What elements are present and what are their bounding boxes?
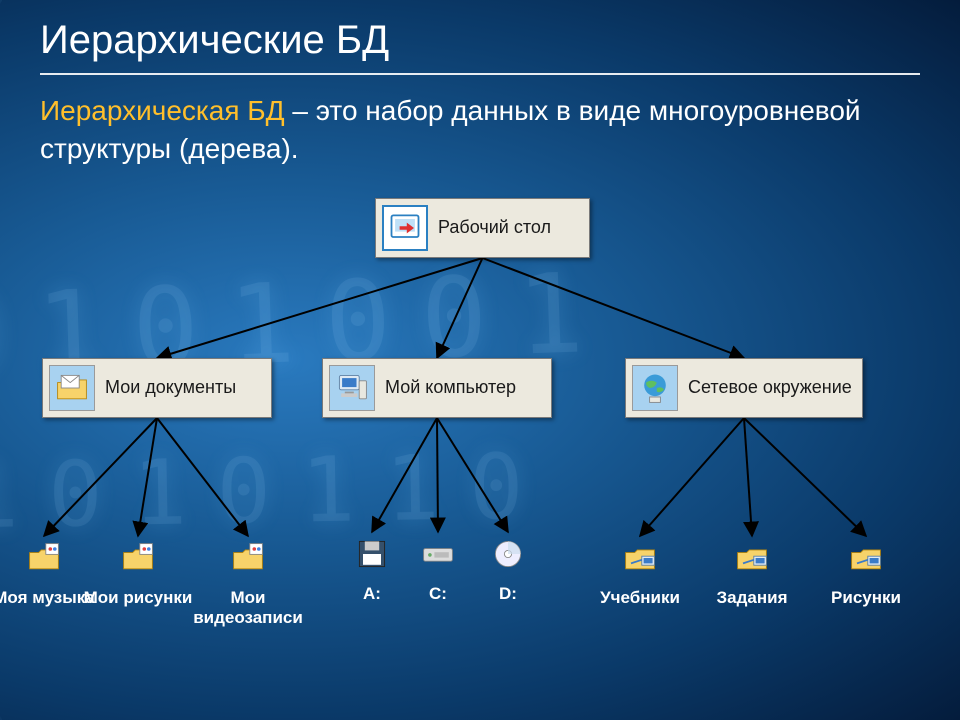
- desktop-shortcut-icon: [382, 205, 428, 251]
- definition: Иерархическая БД – это набор данных в ви…: [40, 92, 900, 168]
- folder-music-icon: [22, 536, 66, 580]
- tree-node-root: Рабочий стол: [375, 198, 590, 258]
- node-label: Рабочий стол: [434, 211, 561, 245]
- leaf-label: C:: [408, 584, 468, 604]
- slide: 0101001 11010110 Иерархические БД Иерарх…: [0, 0, 960, 720]
- page-title: Иерархические БД: [40, 18, 920, 63]
- leaf-label: A:: [342, 584, 402, 604]
- globe-icon: [632, 365, 678, 411]
- folder-net-icon: [730, 536, 774, 580]
- title-rule: [40, 73, 920, 75]
- computer-icon: [329, 365, 375, 411]
- tree-node-net: Сетевое окружение: [625, 358, 863, 418]
- node-label: Сетевое окружение: [684, 371, 862, 405]
- tree-node-docs: Мои документы: [42, 358, 272, 418]
- hdd-icon: [416, 532, 460, 576]
- leaf-label: Рисунки: [806, 588, 926, 608]
- folder-pics-icon: [116, 536, 160, 580]
- definition-term: Иерархическая БД: [40, 95, 285, 126]
- leaf-label: Мои рисунки: [78, 588, 198, 608]
- leaf-label: Задания: [692, 588, 812, 608]
- leaf-label: Мои видеозаписи: [188, 588, 308, 628]
- title-bar: Иерархические БД: [40, 18, 920, 75]
- node-label: Мои документы: [101, 371, 246, 405]
- folder-mail-icon: [49, 365, 95, 411]
- node-label: Мой компьютер: [381, 371, 526, 405]
- folder-video-icon: [226, 536, 270, 580]
- leaf-label: D:: [478, 584, 538, 604]
- leaf-label: Учебники: [580, 588, 700, 608]
- folder-net-icon: [844, 536, 888, 580]
- cd-icon: [486, 532, 530, 576]
- folder-net-icon: [618, 536, 662, 580]
- floppy-icon: [350, 532, 394, 576]
- bg-digits: 11010110: [0, 434, 554, 551]
- tree-node-pc: Мой компьютер: [322, 358, 552, 418]
